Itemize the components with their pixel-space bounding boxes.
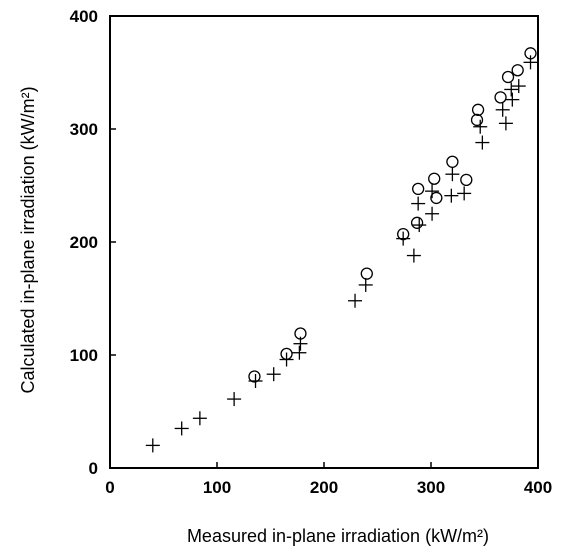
data-point-plus: [504, 82, 519, 97]
data-point-plus: [425, 206, 440, 221]
data-point-circle: [460, 173, 473, 187]
data-point-plus: [505, 92, 520, 107]
y-axis-ticks: 0 100 200 300 400: [70, 7, 116, 478]
data-point-circle: [511, 64, 524, 77]
data-point-plus: [425, 184, 440, 199]
data-point-plus: [358, 277, 373, 292]
data-point-plus: [495, 102, 510, 117]
data-point-plus: [406, 248, 421, 263]
y-tick-label: 100: [70, 346, 98, 365]
data-point-plus: [411, 196, 426, 211]
data-point-plus: [445, 167, 460, 182]
y-tick-label: 300: [70, 120, 98, 139]
data-point-plus: [475, 135, 490, 150]
data-point-circle: [294, 327, 307, 340]
data-point-circle: [360, 267, 373, 280]
data-point-plus: [192, 411, 207, 426]
data-point-plus: [174, 421, 189, 436]
data-point-plus: [348, 293, 363, 308]
data-point-circle: [494, 91, 507, 104]
x-axis-label: Measured in-plane irradiation (kW/m²): [187, 526, 489, 546]
data-point-circle: [430, 191, 443, 205]
data-point-plus: [412, 218, 427, 233]
data-point-circle: [501, 70, 515, 84]
data-points: [145, 47, 538, 453]
data-point-circle: [470, 113, 484, 127]
x-tick-label: 100: [203, 478, 231, 497]
data-point-circle: [280, 347, 293, 361]
plot-frame: [109, 15, 539, 469]
data-point-circle: [248, 370, 261, 383]
data-point-circle: [428, 172, 441, 185]
data-point-plus: [523, 55, 538, 70]
y-axis-label: Calculated in-plane irradiation (kW/m²): [18, 86, 38, 393]
data-point-plus: [266, 367, 281, 382]
data-point-plus: [473, 119, 488, 134]
data-point-circle: [446, 155, 459, 168]
x-tick-label: 200: [310, 478, 338, 497]
data-point-circle: [524, 47, 537, 60]
data-point-plus: [511, 79, 526, 94]
data-point-plus: [292, 345, 307, 360]
data-point-circle: [471, 103, 485, 116]
y-tick-label: 400: [70, 7, 98, 26]
y-tick-label: 200: [70, 233, 98, 252]
data-point-plus: [457, 186, 472, 201]
data-point-plus: [227, 392, 242, 407]
x-tick-label: 300: [417, 478, 445, 497]
x-tick-label: 400: [524, 478, 552, 497]
data-point-plus: [444, 188, 459, 203]
data-point-plus: [145, 438, 160, 453]
y-tick-label: 0: [89, 459, 98, 478]
x-tick-label: 0: [105, 478, 114, 497]
plot-area: [109, 15, 539, 469]
data-point-circle: [397, 227, 410, 241]
data-point-plus: [498, 116, 513, 131]
data-point-circle: [410, 216, 424, 229]
data-point-plus: [396, 231, 411, 246]
x-axis-ticks: 0 100 200 300 400: [105, 462, 552, 497]
data-point-circle: [412, 182, 425, 196]
